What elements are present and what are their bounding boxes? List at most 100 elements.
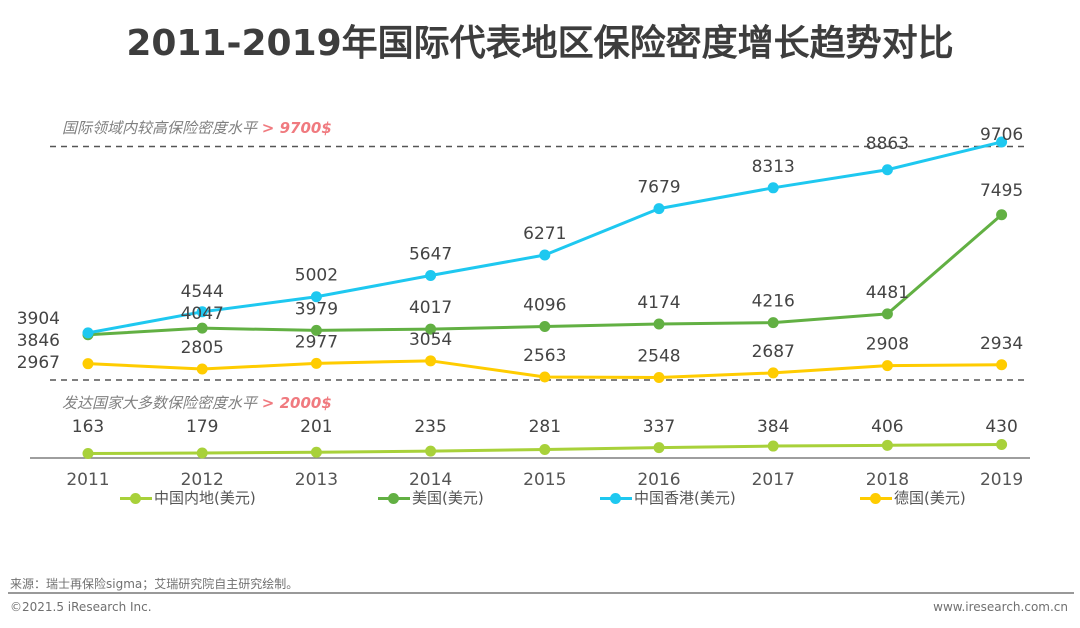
data-point: [196, 306, 208, 318]
ref-label-low-text: 发达国家大多数保险密度水平: [62, 394, 258, 412]
data-label: 2908: [866, 335, 909, 355]
x-tick-label: 2016: [637, 470, 680, 490]
legend-item: 美国(美元): [378, 487, 484, 508]
data-point: [82, 327, 94, 339]
data-point: [996, 136, 1008, 148]
data-label: 4544: [181, 282, 224, 302]
legend-swatch-icon: [600, 491, 632, 505]
data-label: 2967: [17, 353, 60, 373]
data-label: 6271: [523, 224, 566, 244]
ref-label-low-value: > 2000$: [261, 394, 332, 412]
data-label: 2977: [295, 332, 338, 352]
data-label: 201: [300, 417, 332, 437]
data-label: 2934: [980, 334, 1023, 354]
data-point: [425, 323, 437, 335]
data-label: 3846: [17, 331, 60, 351]
data-label: 3979: [295, 299, 338, 319]
chart-title: 2011-2019年国际代表地区保险密度增长趋势对比: [126, 23, 954, 64]
data-label: 430: [985, 417, 1017, 437]
x-tick-label: 2011: [66, 470, 109, 490]
data-point: [881, 164, 893, 176]
data-point: [539, 444, 551, 456]
data-label: 3904: [17, 309, 60, 329]
x-tick-label: 2017: [752, 470, 795, 490]
legend-label: 中国香港(美元): [634, 489, 736, 507]
legend-item: 中国香港(美元): [600, 487, 736, 508]
legend-item: 德国(美元): [860, 487, 966, 508]
data-point: [425, 355, 437, 367]
data-label: 5002: [295, 266, 338, 286]
x-tick-label: 2018: [866, 470, 909, 490]
data-label: 4481: [866, 283, 909, 303]
data-point: [425, 270, 437, 282]
ref-label-high-value: > 9700$: [261, 119, 332, 137]
data-point: [196, 447, 208, 459]
data-label: 2563: [523, 346, 566, 366]
data-label: 2687: [752, 342, 795, 362]
x-tick-label: 2013: [295, 470, 338, 490]
data-point: [310, 446, 322, 458]
data-label: 235: [414, 417, 446, 437]
data-label: 384: [757, 417, 789, 437]
data-label: 4047: [181, 304, 224, 324]
data-label: 2548: [637, 346, 680, 366]
data-point: [310, 357, 322, 369]
data-point: [767, 317, 779, 329]
data-label: 4216: [752, 292, 795, 312]
data-point: [996, 439, 1008, 451]
data-label: 3054: [409, 330, 452, 350]
data-point: [82, 358, 94, 370]
ref-label-low: 发达国家大多数保险密度水平 > 2000$: [62, 392, 332, 413]
data-label: 5647: [409, 245, 452, 265]
data-label: 4174: [637, 293, 680, 313]
data-point: [196, 322, 208, 334]
data-point: [653, 203, 665, 215]
data-point: [767, 182, 779, 194]
legend-item: 中国内地(美元): [120, 487, 256, 508]
legend-swatch-icon: [860, 491, 892, 505]
data-point: [539, 321, 551, 333]
x-tick-label: 2019: [980, 470, 1023, 490]
data-point: [881, 308, 893, 320]
x-tick-label: 2015: [523, 470, 566, 490]
footer-divider: [8, 592, 1074, 594]
data-point: [996, 209, 1008, 221]
data-point: [196, 363, 208, 375]
data-label: 337: [643, 417, 675, 437]
data-label: 7495: [980, 181, 1023, 201]
data-point: [881, 439, 893, 451]
x-tick-label: 2012: [181, 470, 224, 490]
legend-swatch-icon: [378, 491, 410, 505]
data-point: [653, 371, 665, 383]
data-point: [425, 445, 437, 457]
data-label: 4017: [409, 298, 452, 318]
ref-label-high-text: 国际领域内较高保险密度水平: [62, 119, 258, 137]
data-label: 406: [871, 417, 903, 437]
data-label: 7679: [637, 178, 680, 198]
data-point: [767, 440, 779, 452]
x-tick-label: 2014: [409, 470, 452, 490]
data-point: [653, 442, 665, 454]
copyright: ©2021.5 iResearch Inc.: [10, 600, 152, 614]
data-label: 8863: [866, 134, 909, 154]
data-label: 163: [72, 417, 104, 437]
data-point: [539, 371, 551, 383]
legend-swatch-icon: [120, 491, 152, 505]
website: www.iresearch.com.cn: [933, 600, 1068, 614]
legend-label: 美国(美元): [412, 489, 484, 507]
data-label: 8313: [752, 157, 795, 177]
data-point: [310, 291, 322, 303]
data-label: 179: [186, 417, 218, 437]
source-note: 来源：瑞士再保险sigma；艾瑞研究院自主研究绘制。: [10, 577, 299, 591]
data-point: [996, 359, 1008, 371]
data-label: 2805: [181, 338, 224, 358]
data-point: [310, 324, 322, 336]
ref-label-high: 国际领域内较高保险密度水平 > 9700$: [62, 117, 332, 138]
data-label: 281: [529, 417, 561, 437]
data-point: [767, 367, 779, 379]
data-label: 9706: [980, 125, 1023, 145]
data-point: [539, 249, 551, 261]
data-point: [82, 448, 94, 460]
data-point: [653, 318, 665, 330]
